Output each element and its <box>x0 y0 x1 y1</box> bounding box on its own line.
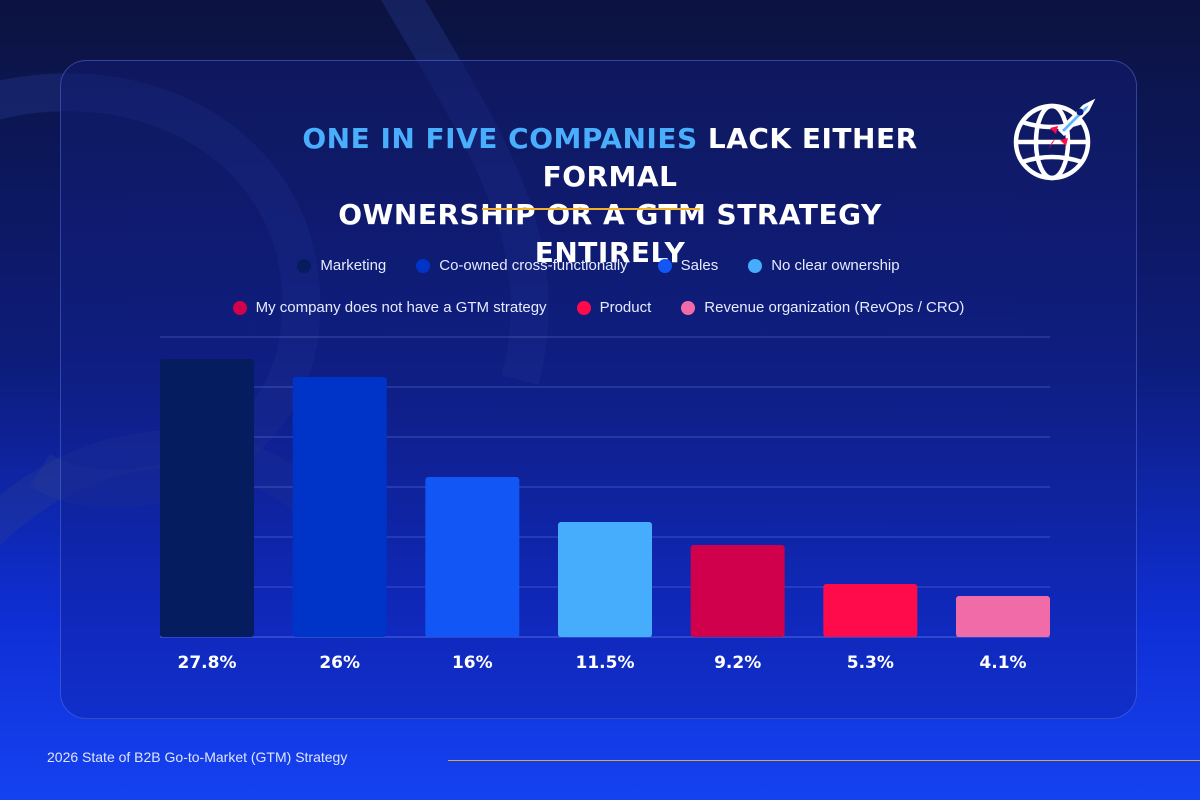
legend-label: No clear ownership <box>771 257 900 274</box>
legend-swatch <box>748 258 763 273</box>
title-line2: OWNERSHIP OR A GTM STRATEGY ENTIRELY <box>338 198 882 269</box>
bar-value-label: 4.1% <box>979 653 1026 673</box>
bar-3 <box>425 477 520 637</box>
footer-source: 2026 State of B2B Go-to-Market (GTM) Str… <box>47 749 348 765</box>
legend-item: Marketing <box>297 257 386 274</box>
legend-row-2: My company does not have a GTM strategy … <box>60 299 1137 316</box>
title-underline <box>482 208 700 210</box>
legend-swatch <box>657 258 672 273</box>
legend-item: Co-owned cross-functionally <box>416 257 628 274</box>
legend-label: Co-owned cross-functionally <box>439 257 628 274</box>
legend-swatch <box>416 258 431 273</box>
legend-label: Product <box>599 299 652 316</box>
title-rest: LACK EITHER FORMAL <box>542 122 918 193</box>
legend-label: My company does not have a GTM strategy <box>255 299 547 316</box>
legend-item: Product <box>576 299 652 316</box>
legend-item: My company does not have a GTM strategy <box>232 299 547 316</box>
legend-item: Revenue organization (RevOps / CRO) <box>681 299 964 316</box>
bar-4 <box>558 522 652 637</box>
bar-value-label: 26% <box>319 653 360 673</box>
legend-item: No clear ownership <box>748 257 900 274</box>
footer-divider <box>448 760 1200 761</box>
legend-row-1: Marketing Co-owned cross-functionally Sa… <box>60 257 1137 274</box>
legend-label: Revenue organization (RevOps / CRO) <box>704 299 965 316</box>
legend-swatch <box>297 258 312 273</box>
chart-title: ONE IN FIVE COMPANIES LACK EITHER FORMAL… <box>260 120 960 272</box>
bar-value-label: 11.5% <box>576 653 635 673</box>
bar-7 <box>956 596 1050 637</box>
bar-2 <box>292 377 387 637</box>
bar-value-label: 27.8% <box>178 653 237 673</box>
legend-label: Sales <box>680 257 719 274</box>
legend-swatch <box>576 300 591 315</box>
bar-5 <box>690 545 785 637</box>
bar-value-label: 5.3% <box>847 653 894 673</box>
legend-swatch <box>232 300 247 315</box>
bar-6 <box>823 584 918 637</box>
legend-label: Marketing <box>320 257 387 274</box>
legend-item: Sales <box>657 257 719 274</box>
bar-value-label: 16% <box>452 653 493 673</box>
globe-rocket-icon <box>1013 98 1096 181</box>
legend-swatch <box>681 300 696 315</box>
bar-1 <box>160 359 254 637</box>
title-highlight: ONE IN FIVE COMPANIES <box>302 122 698 155</box>
bar-value-label: 9.2% <box>714 653 761 673</box>
